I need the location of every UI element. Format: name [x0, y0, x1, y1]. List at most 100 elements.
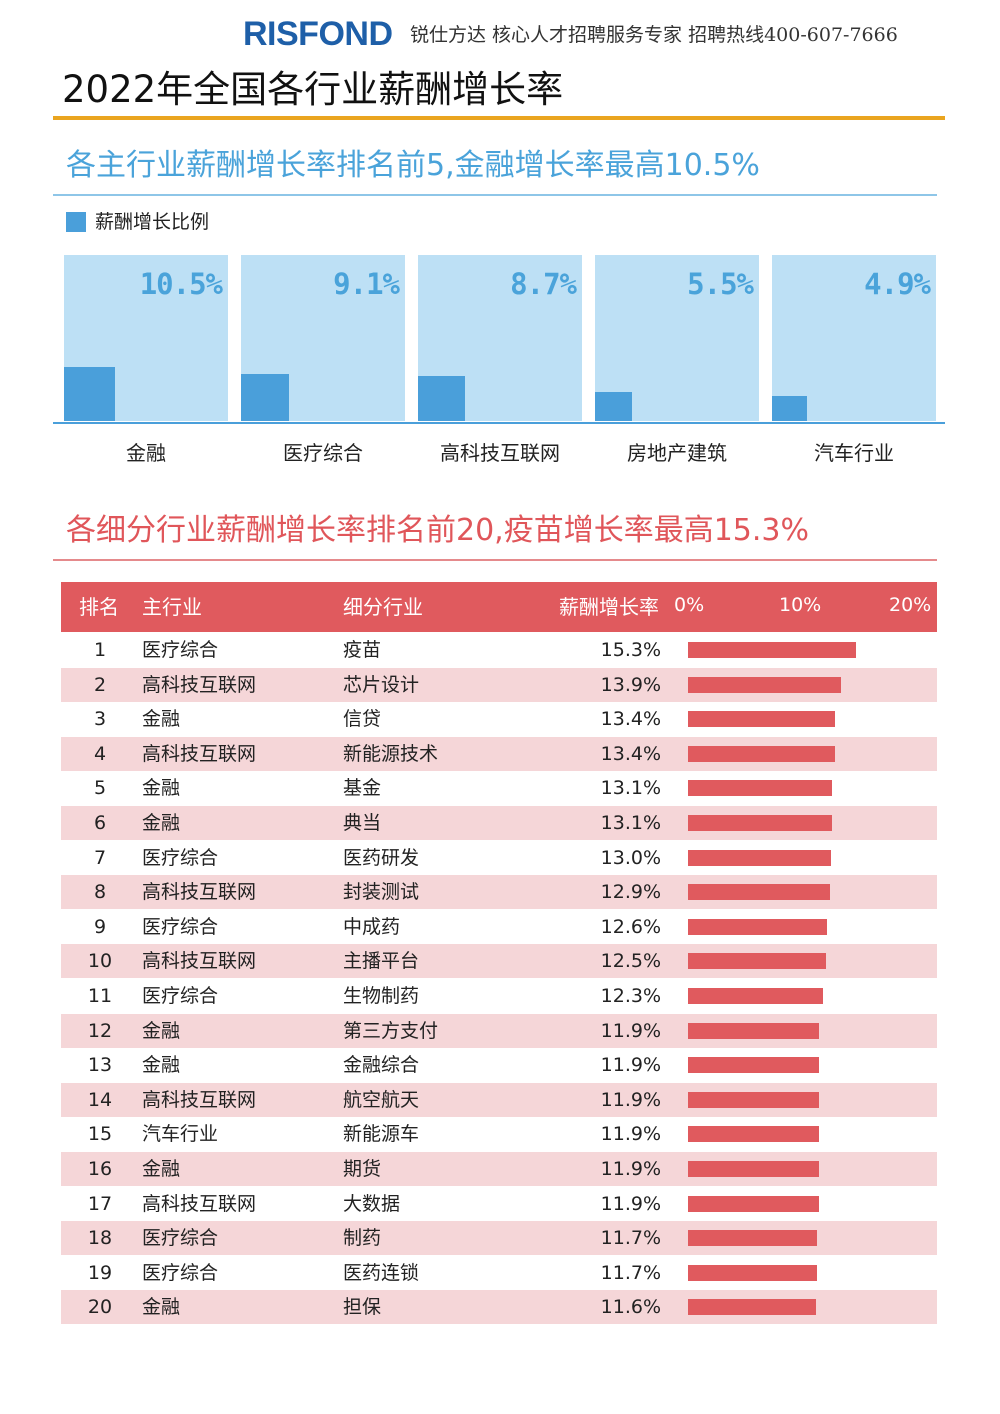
sub-industry-cell: 信贷 [343, 708, 382, 731]
growth-rate-bar [688, 849, 831, 866]
rank-cell: 18 [87, 1227, 113, 1250]
main-industry-cell: 医疗综合 [142, 985, 219, 1007]
sub-industry-cell: 期货 [343, 1158, 382, 1180]
top5-value-label: 4.9% [864, 267, 931, 301]
top5-category-label: 房地产建筑 [627, 441, 727, 465]
growth-rate-cell: 11.9% [600, 1123, 661, 1146]
main-industry-cell: 金融 [142, 777, 181, 800]
rank-cell: 14 [87, 1088, 113, 1111]
company-slogan: 锐仕方达 核心人才招聘服务专家 招聘热线400-607-7666 [410, 24, 898, 46]
main-industry-cell: 医疗综合 [142, 846, 219, 869]
main-industry-cell: 高科技互联网 [142, 1088, 257, 1111]
sub-industry-cell: 芯片设计 [343, 673, 420, 696]
top5-value-label: 5.5% [687, 267, 754, 301]
axis-tick-label: 20% [889, 594, 932, 616]
main-industry-cell: 高科技互联网 [142, 950, 257, 973]
growth-rate-cell: 12.9% [600, 881, 661, 904]
sub-industry-cell: 金融综合 [343, 1054, 420, 1077]
header-growth-rate: 薪酬增长率 [559, 595, 659, 619]
growth-rate-bar [688, 988, 823, 1004]
rank-cell: 2 [93, 673, 107, 696]
top5-chart-axis [53, 422, 945, 424]
table-header: 排名 主行业 细分行业 薪酬增长率 0% 10% 20% [61, 582, 937, 632]
sub-industry-cell: 生物制药 [343, 985, 420, 1007]
main-industry-cell: 高科技互联网 [142, 742, 257, 765]
main-industry-cell: 医疗综合 [142, 1261, 219, 1284]
axis-tick-label: 0% [674, 594, 705, 616]
growth-rate-bar [688, 1299, 816, 1316]
sub-industry-cell: 第三方支付 [343, 1019, 439, 1042]
top5-value-label: 8.7% [510, 267, 577, 301]
table-row: 7 医疗综合 医药研发 13.0% [61, 841, 937, 875]
sub-industry-cell: 新能源技术 [343, 742, 439, 765]
rank-cell: 4 [93, 742, 107, 765]
rank-cell: 15 [87, 1123, 113, 1146]
table-row: 19 医疗综合 医药连锁 11.7% [61, 1256, 937, 1290]
growth-rate-cell: 11.7% [600, 1227, 661, 1250]
table-row: 3 金融 信贷 13.4% [61, 702, 937, 736]
top5-panel: 8.7% [418, 255, 582, 421]
growth-rate-cell: 13.0% [600, 846, 661, 869]
main-industry-cell: 金融 [142, 1054, 181, 1077]
growth-rate-bar [688, 1195, 819, 1212]
top5-value-label: 9.1% [333, 267, 400, 301]
header-rank: 排名 [79, 595, 119, 619]
top5-category-label: 医疗综合 [283, 441, 363, 465]
sub-industry-cell: 封装测试 [343, 881, 420, 904]
rank-cell: 13 [87, 1054, 113, 1077]
main-industry-cell: 金融 [142, 1019, 181, 1042]
table-row: 13 金融 金融综合 11.9% [61, 1048, 937, 1082]
table-row: 6 金融 典当 13.1% [61, 806, 937, 840]
main-industry-cell: 金融 [142, 1158, 181, 1180]
growth-rate-bar [688, 676, 841, 693]
header-sub-industry: 细分行业 [343, 595, 423, 619]
top5-panel: 5.5% [595, 255, 759, 421]
growth-rate-bar [688, 745, 835, 762]
table-row: 11 医疗综合 生物制药 12.3% [61, 979, 937, 1013]
table-row: 5 金融 基金 13.1% [61, 771, 937, 805]
rank-cell: 9 [93, 915, 107, 938]
growth-rate-cell: 13.9% [600, 673, 661, 696]
table-row: 14 高科技互联网 航空航天 11.9% [61, 1082, 937, 1117]
top5-panel: 10.5% [64, 255, 228, 421]
top5-value-label: 10.5% [139, 267, 223, 301]
table-row: 20 金融 担保 11.6% [61, 1290, 937, 1325]
sub-industry-cell: 疫苗 [343, 639, 382, 661]
sub-industry-cell: 大数据 [343, 1192, 401, 1215]
rank-cell: 12 [87, 1019, 113, 1042]
rank-cell: 20 [87, 1296, 113, 1319]
header-main-industry: 主行业 [142, 595, 202, 619]
sub-industry-cell: 医药研发 [343, 846, 420, 869]
sub-industry-cell: 中成药 [343, 915, 401, 938]
growth-rate-cell: 12.6% [600, 915, 661, 938]
table-row: 10 高科技互联网 主播平台 12.5% [61, 944, 937, 979]
table-row: 9 医疗综合 中成药 12.6% [61, 910, 937, 944]
top20-section-title: 各细分行业薪酬增长率排名前20,疫苗增长率最高15.3% [66, 513, 810, 548]
rank-cell: 1 [93, 639, 107, 661]
main-industry-cell: 金融 [142, 1296, 181, 1319]
growth-rate-cell: 13.1% [600, 777, 661, 800]
sub-industry-cell: 担保 [343, 1296, 382, 1319]
table-row: 18 医疗综合 制药 11.7% [61, 1221, 937, 1256]
table-row: 8 高科技互联网 封装测试 12.9% [61, 875, 937, 910]
table-row: 12 金融 第三方支付 11.9% [61, 1013, 937, 1048]
growth-rate-bar [688, 1126, 819, 1143]
rank-cell: 7 [93, 846, 107, 869]
rank-cell: 11 [87, 985, 113, 1007]
top5-bar [595, 392, 632, 421]
top5-category-label: 金融 [126, 441, 166, 465]
main-industry-cell: 高科技互联网 [142, 881, 257, 904]
table-row: 17 高科技互联网 大数据 11.9% [61, 1187, 937, 1221]
main-industry-cell: 高科技互联网 [142, 1192, 257, 1215]
sub-industry-cell: 基金 [343, 777, 382, 800]
rank-cell: 3 [93, 708, 107, 731]
sub-industry-cell: 典当 [343, 812, 382, 834]
table-row: 4 高科技互联网 新能源技术 13.4% [61, 736, 937, 771]
growth-rate-bar [688, 1264, 817, 1281]
sub-industry-cell: 制药 [343, 1227, 382, 1250]
growth-rate-cell: 12.5% [600, 950, 661, 973]
growth-rate-bar [688, 1230, 817, 1247]
main-industry-cell: 医疗综合 [142, 915, 219, 938]
growth-rate-cell: 13.4% [600, 742, 661, 765]
growth-rate-cell: 11.9% [600, 1054, 661, 1077]
